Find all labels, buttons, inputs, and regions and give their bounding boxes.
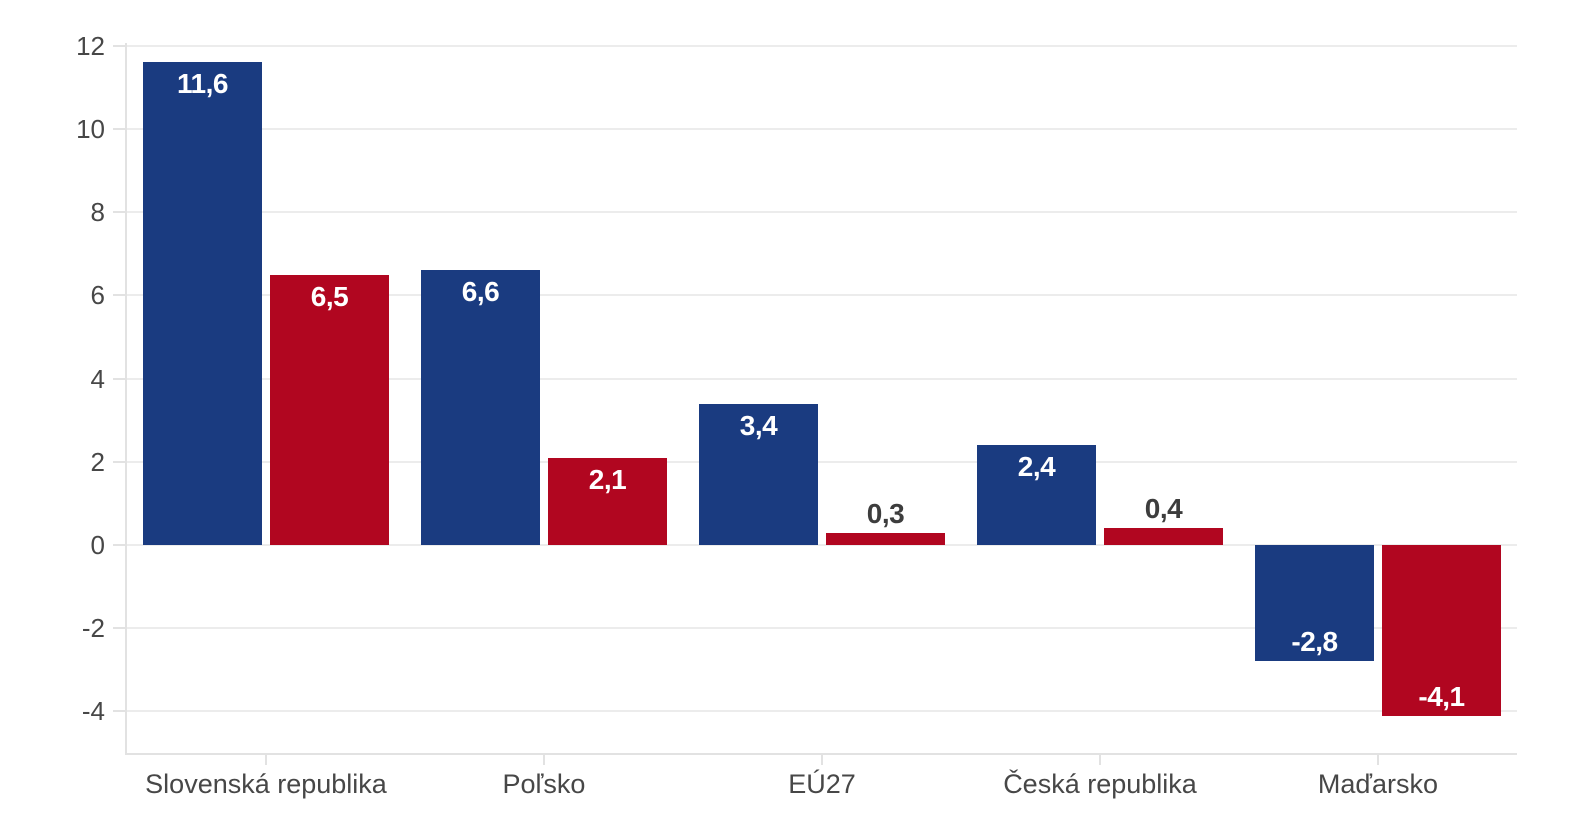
x-axis-tick: [821, 755, 823, 765]
y-gridline: [127, 44, 1517, 47]
bar-value-label: 11,6: [177, 68, 228, 100]
y-axis-label: 2: [90, 446, 105, 477]
x-axis-label: Poľsko: [502, 769, 586, 799]
x-axis-tick: [543, 755, 545, 765]
bar-red-series: [826, 532, 945, 545]
bar-red-series: [270, 274, 389, 545]
y-axis-label: 10: [76, 114, 105, 144]
y-axis-tick: [113, 544, 127, 546]
y-gridline: [127, 128, 1517, 130]
bar-value-label: -2,8: [1291, 626, 1338, 658]
bar-red-series: [548, 457, 667, 545]
x-axis-tick: [265, 755, 267, 765]
y-gridline: [127, 377, 1517, 380]
x-axis-line: [125, 753, 1517, 755]
y-axis-label: 8: [90, 197, 105, 228]
x-axis-label: Maďarsko: [1317, 769, 1439, 799]
y-gridline: [127, 294, 1517, 297]
y-axis-tick: [113, 128, 127, 130]
y-axis-tick: [113, 211, 127, 214]
x-axis-label: EÚ27: [788, 769, 856, 799]
y-axis-label: -2: [81, 613, 105, 644]
bar-value-label: 2,1: [588, 463, 627, 495]
y-gridline: [127, 544, 1517, 546]
y-gridline: [127, 710, 1517, 713]
x-axis-label: Česká republika: [1003, 769, 1197, 799]
bar-value-label: 6,6: [461, 276, 500, 308]
bar-blue-series: [1255, 545, 1374, 662]
y-axis-label: 0: [90, 530, 105, 560]
x-axis-tick: [1377, 755, 1379, 765]
x-axis-tick: [1099, 755, 1101, 765]
y-gridline: [127, 211, 1517, 214]
y-gridline: [127, 460, 1517, 463]
y-axis-line: [125, 43, 127, 755]
y-gridline: [127, 627, 1517, 630]
y-axis-tick: [113, 44, 127, 47]
bar-red-series: [1104, 528, 1223, 545]
x-axis-label: Slovenská republika: [145, 769, 387, 799]
y-axis-label: 6: [90, 280, 105, 311]
bar-value-label: 0,3: [866, 497, 905, 529]
bar-blue-series: [143, 62, 262, 545]
bar-value-label: -4,1: [1418, 680, 1465, 712]
bar-value-label: 0,4: [1144, 493, 1183, 525]
bar-blue-series: [421, 270, 540, 545]
bar-value-label: 6,5: [310, 280, 349, 312]
y-axis-tick: [113, 627, 127, 630]
y-axis-tick: [113, 710, 127, 713]
y-axis-label: 4: [90, 363, 105, 394]
y-axis-tick: [113, 294, 127, 297]
y-axis-tick: [113, 460, 127, 463]
bar-red-series: [1382, 545, 1501, 716]
y-axis-tick: [113, 377, 127, 380]
bar-blue-series: [977, 445, 1096, 545]
y-axis-label: -4: [81, 696, 105, 727]
bar-blue-series: [699, 403, 818, 545]
bar-value-label: 2,4: [1017, 451, 1056, 483]
y-axis-label: 12: [76, 30, 105, 61]
bar-value-label: 3,4: [739, 409, 778, 441]
